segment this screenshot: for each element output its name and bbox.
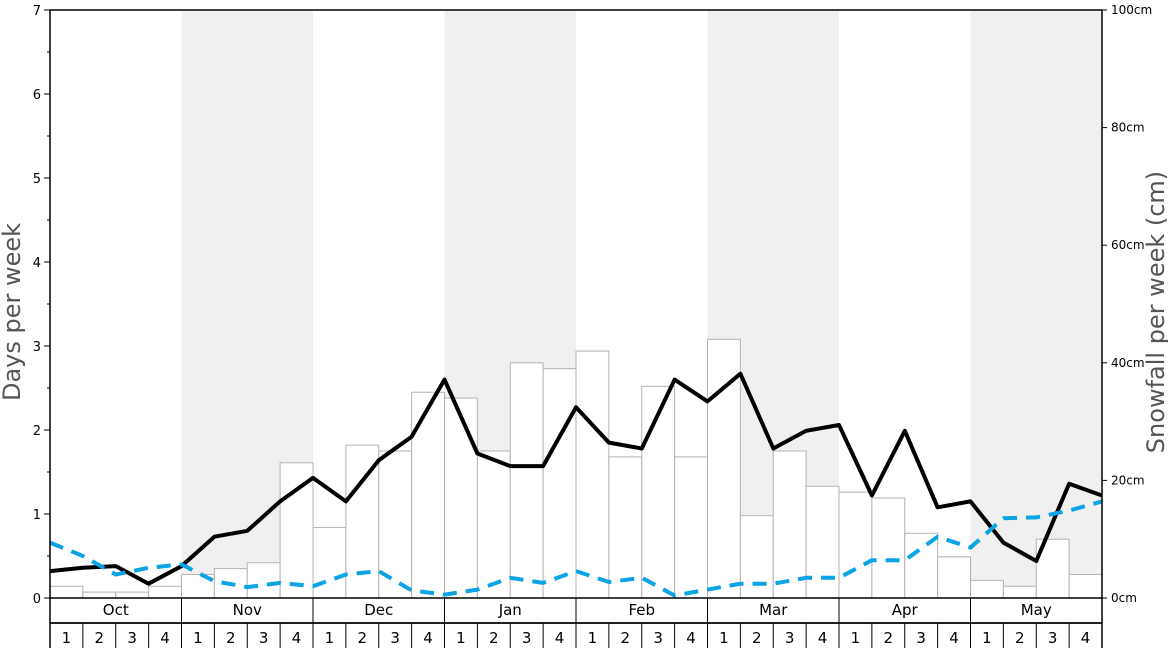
left-tick-label: 2 [33, 424, 41, 439]
snowfall-bar [246, 562, 281, 599]
month-label-mar: Mar [759, 601, 788, 619]
week-label: 4 [555, 629, 565, 647]
right-axis-title: Snowfall per week (cm) [1142, 171, 1168, 453]
week-label: 2 [226, 629, 236, 647]
week-label: 2 [752, 629, 762, 647]
snowfall-bar [838, 491, 873, 599]
snowfall-bar [805, 485, 840, 599]
right-tick-label: 80cm [1111, 121, 1145, 135]
left-tick-label: 5 [33, 172, 41, 187]
snowfall-bars [49, 338, 1103, 599]
snowfall-bar [871, 497, 906, 599]
snowfall-bar [1035, 538, 1070, 599]
week-label: 2 [621, 629, 631, 647]
week-row: 1 2 3 4 1 2 3 4 1 2 3 4 1 2 3 4 1 2 3 4 1 2 3 4 1 2 3 4 1 2 3 4 [49, 622, 1103, 648]
week-label: 3 [916, 629, 926, 647]
week-label: 2 [95, 629, 105, 647]
snowfall-bar [411, 391, 445, 599]
left-tick-label: 3 [33, 340, 41, 355]
week-label: 1 [62, 629, 72, 647]
snowfall-bar [772, 450, 807, 599]
snowfall-bar [1068, 573, 1103, 599]
snowfall-bar [82, 591, 117, 599]
day-lines [49, 371, 1103, 598]
week-label: 3 [127, 629, 137, 647]
week-label: 1 [193, 629, 203, 647]
week-label: 3 [785, 629, 795, 647]
week-label: 2 [1015, 629, 1025, 647]
dashed-days-line [49, 499, 1103, 598]
month-label-nov: Nov [233, 601, 262, 619]
week-label: 1 [719, 629, 729, 647]
snowfall-bar [476, 450, 511, 599]
snowfall-bar [1002, 585, 1037, 599]
left-tick-label: 6 [33, 88, 41, 103]
week-label: 3 [390, 629, 400, 647]
right-tick-label: 100cm [1111, 3, 1152, 17]
left-tick-label: 4 [33, 256, 41, 271]
week-label: 3 [522, 629, 532, 647]
month-label-oct: Oct [103, 601, 129, 619]
snowfall-bar [641, 385, 676, 599]
snowfall-bar [904, 532, 939, 599]
month-label-dec: Dec [364, 601, 393, 619]
left-axis-title: Days per week [0, 223, 26, 401]
week-label: 4 [423, 629, 433, 647]
week-label: 3 [1048, 629, 1058, 647]
snowfall-bar [608, 456, 643, 599]
left-tick-label: 0 [33, 592, 41, 607]
week-label: 3 [259, 629, 269, 647]
snowfall-bar [509, 362, 544, 599]
week-label: 4 [949, 629, 959, 647]
week-label: 2 [884, 629, 894, 647]
week-label: 4 [686, 629, 696, 647]
snowfall-bar [148, 585, 182, 599]
month-bands [181, 10, 1102, 598]
snowfall-bar [575, 350, 610, 599]
left-axis: 0 1 2 3 4 5 6 7 [33, 4, 50, 607]
left-tick-label: 1 [33, 508, 41, 523]
snowfall-bar [542, 368, 577, 599]
snowfall-bar [970, 579, 1004, 599]
snowfall-bar [279, 462, 314, 599]
week-label: 4 [160, 629, 170, 647]
week-label: 3 [653, 629, 663, 647]
right-tick-label: 20cm [1111, 473, 1145, 487]
right-tick-label: 0cm [1111, 591, 1137, 605]
snowfall-bar [674, 456, 708, 599]
snowfall-bar [937, 556, 971, 599]
week-label: 2 [489, 629, 499, 647]
snowfall-bar [312, 526, 347, 599]
right-tick-label: 60cm [1111, 238, 1145, 252]
month-label-may: May [1021, 601, 1052, 619]
month-label-jan: Jan [498, 601, 522, 619]
week-label: 4 [292, 629, 302, 647]
snowfall-bar [115, 591, 150, 599]
week-label: 1 [588, 629, 598, 647]
month-label-apr: Apr [892, 601, 919, 619]
week-label: 1 [982, 629, 992, 647]
left-tick-label: 7 [33, 4, 41, 19]
right-axis: 0cm 20cm 40cm 60cm 80cm 100cm [1102, 3, 1152, 605]
snowfall-bar [707, 338, 741, 599]
right-tick-label: 40cm [1111, 356, 1145, 370]
week-label: 1 [325, 629, 335, 647]
month-label-feb: Feb [628, 601, 655, 619]
snowfall-bar [444, 397, 478, 599]
month-band-may [970, 10, 1102, 598]
week-label: 4 [818, 629, 828, 647]
month-row: Oct Nov Dec Jan Feb Mar Apr May [49, 598, 1103, 624]
week-label: 4 [1081, 629, 1091, 647]
snowfall-bar [49, 585, 84, 599]
week-label: 1 [456, 629, 466, 647]
solid-days-line [49, 371, 1103, 586]
week-label: 1 [851, 629, 861, 647]
week-label: 2 [358, 629, 368, 647]
